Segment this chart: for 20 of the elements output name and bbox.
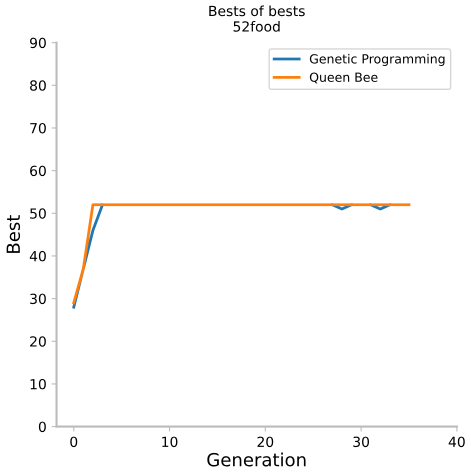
chart-title: Bests of bests 52food bbox=[209, 5, 305, 32]
y-tick-label: 60 bbox=[30, 166, 46, 176]
y-tick-label: 80 bbox=[30, 80, 46, 91]
y-tick-label: 10 bbox=[30, 378, 46, 390]
x-axis-title: Generation bbox=[207, 452, 306, 467]
y-tick-label: 70 bbox=[30, 122, 46, 134]
y-tick-label: 30 bbox=[30, 294, 46, 304]
y-tick-label: 0 bbox=[38, 422, 46, 432]
y-tick-label: 50 bbox=[30, 208, 46, 219]
legend-label: Genetic Programming bbox=[310, 54, 444, 66]
x-tick-label: 20 bbox=[257, 436, 274, 448]
x-tick-label: 0 bbox=[70, 436, 78, 448]
y-tick-label: 90 bbox=[30, 38, 46, 48]
legend-label: Queen Bee bbox=[310, 72, 378, 84]
y-tick-label: 20 bbox=[30, 336, 46, 347]
y-axis-title: Best bbox=[6, 215, 20, 253]
x-tick-label: 30 bbox=[353, 436, 370, 448]
x-tick-label: 10 bbox=[162, 436, 178, 448]
x-tick-label: 40 bbox=[448, 436, 465, 448]
y-tick-label: 40 bbox=[30, 250, 46, 262]
